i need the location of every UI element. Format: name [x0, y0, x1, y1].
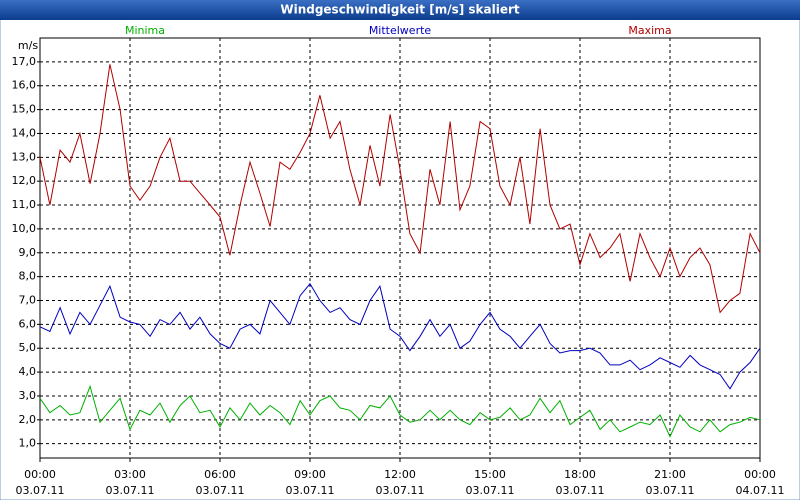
x-tick-date: 04.07.11 — [736, 484, 785, 497]
y-tick-label: 11,0 — [12, 198, 37, 211]
x-tick-label: 00:00 — [24, 468, 56, 481]
y-tick-label: 4,0 — [19, 365, 37, 378]
y-tick-label: 6,0 — [19, 317, 37, 330]
x-tick-date: 03.07.11 — [16, 484, 65, 497]
legend-label: Maxima — [628, 24, 671, 37]
x-tick-date: 03.07.11 — [466, 484, 515, 497]
legend-label: Minima — [125, 24, 165, 37]
y-tick-label: 7,0 — [19, 294, 37, 307]
x-tick-label: 09:00 — [294, 468, 326, 481]
y-tick-label: 9,0 — [19, 246, 37, 259]
title-bar — [0, 0, 800, 20]
y-tick-label: 16,0 — [12, 79, 37, 92]
y-tick-label: 10,0 — [12, 222, 37, 235]
y-tick-label: 5,0 — [19, 341, 37, 354]
series-line — [39, 64, 761, 314]
y-tick-label: 2,0 — [19, 413, 37, 426]
chart-title: Windgeschwindigkeit [m/s] skaliert — [280, 3, 520, 17]
y-tick-label: 1,0 — [19, 437, 37, 450]
x-tick-label: 18:00 — [564, 468, 596, 481]
y-tick-label: 8,0 — [19, 270, 37, 283]
x-tick-date: 03.07.11 — [646, 484, 695, 497]
x-tick-date: 03.07.11 — [376, 484, 425, 497]
x-tick-date: 03.07.11 — [556, 484, 605, 497]
y-tick-label: 15,0 — [12, 103, 37, 116]
x-tick-label: 06:00 — [204, 468, 236, 481]
x-tick-date: 03.07.11 — [286, 484, 335, 497]
legend-label: Mittelwerte — [369, 24, 432, 37]
series-line — [39, 282, 761, 390]
x-tick-label: 00:00 — [744, 468, 776, 481]
x-tick-date: 03.07.11 — [196, 484, 245, 497]
x-tick-label: 12:00 — [384, 468, 416, 481]
y-tick-label: 14,0 — [12, 126, 37, 139]
x-tick-label: 15:00 — [474, 468, 506, 481]
series-line — [39, 384, 761, 438]
x-tick-label: 21:00 — [654, 468, 686, 481]
y-axis-label: m/s — [18, 39, 38, 52]
y-tick-label: 17,0 — [12, 55, 37, 68]
x-tick-date: 03.07.11 — [106, 484, 155, 497]
x-tick-label: 03:00 — [114, 468, 146, 481]
y-tick-label: 3,0 — [19, 389, 37, 402]
y-tick-label: 13,0 — [12, 150, 37, 163]
y-tick-label: 12,0 — [12, 174, 37, 187]
